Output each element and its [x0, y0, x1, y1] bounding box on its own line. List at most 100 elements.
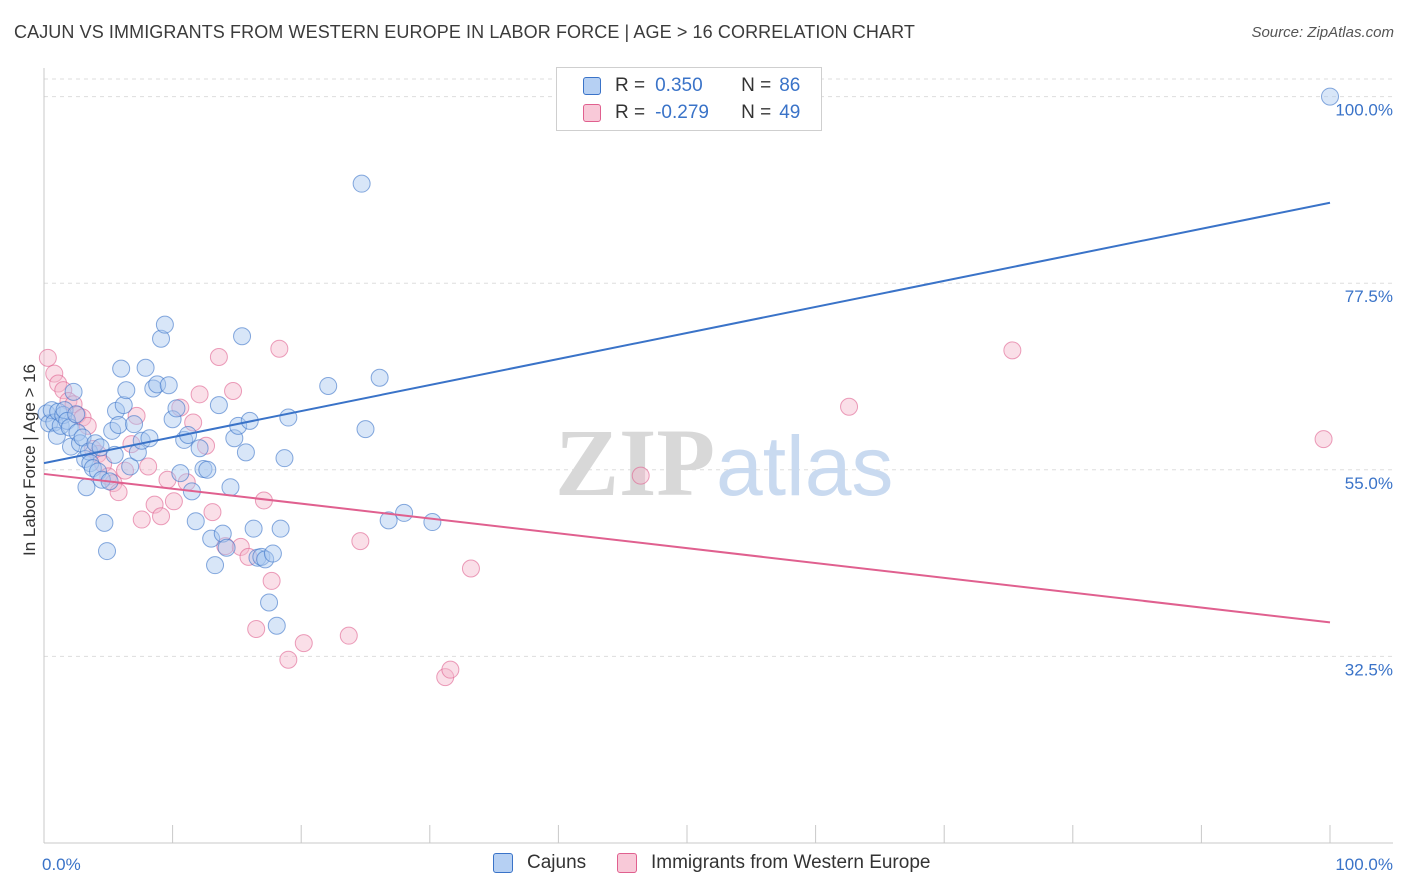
cajuns-point: [352, 174, 371, 193]
cajuns-point: [55, 401, 74, 420]
y-tick-label: 77.5%: [1345, 287, 1393, 306]
immigrants-point: [203, 503, 222, 522]
tick-labels: 32.5% 55.0% 77.5% 100.0% 0.0% 100.0%: [42, 101, 1393, 874]
legend-n-label: N =: [741, 75, 772, 96]
y-tick-label: 100.0%: [1335, 101, 1393, 120]
immigrants-point: [231, 537, 250, 556]
legend-r-value: 0.350: [655, 75, 703, 96]
cajuns-point: [271, 519, 290, 538]
cajuns-point: [275, 449, 294, 468]
legend-n-label: N =: [741, 102, 772, 123]
legend-r-label: R =: [615, 102, 646, 123]
cajuns-point: [209, 396, 228, 415]
cajuns-point: [49, 402, 68, 421]
immigrants-point: [132, 510, 151, 529]
cajuns-point: [370, 368, 389, 387]
immigrants-point: [270, 339, 289, 358]
cajuns-point: [159, 376, 178, 395]
cajuns-point: [1321, 87, 1339, 106]
immigrants-point: [294, 634, 313, 653]
cajuns-point: [379, 511, 398, 530]
cajuns-point: [121, 457, 140, 476]
cajuns-point: [190, 439, 209, 458]
immigrants-point: [351, 532, 370, 551]
cajuns-point: [152, 329, 171, 348]
cajuns-point: [260, 593, 279, 612]
trend-lines: [43, 201, 1331, 624]
immigrants-point: [78, 416, 97, 435]
legend-swatch-immigrants: [617, 853, 637, 873]
series-cajuns-points: [37, 87, 1339, 635]
cajuns-point: [64, 382, 83, 401]
immigrants-point: [247, 620, 266, 639]
cajuns-point: [109, 416, 128, 435]
cajuns-point: [319, 377, 338, 396]
legend-label-cajuns: Cajuns: [527, 852, 587, 873]
immigrants-point: [1003, 341, 1022, 360]
cajuns-point: [213, 524, 232, 543]
legend-r-label: R =: [615, 75, 646, 96]
immigrants-point: [279, 650, 298, 669]
cajuns-point: [186, 512, 205, 531]
immigrants-point: [145, 495, 164, 514]
cajuns-point: [221, 478, 240, 497]
legend-item-cajuns: Cajuns: [493, 852, 586, 874]
series-legend: Cajuns Immigrants from Western Europe: [0, 852, 1406, 878]
cajuns-point: [263, 544, 282, 563]
immigrants-point: [461, 559, 480, 578]
immigrants-trend-line: [43, 472, 1331, 624]
cajuns-point: [136, 358, 155, 377]
cajuns-trend-line: [43, 201, 1331, 465]
immigrants-point: [840, 397, 859, 416]
legend-n-value: 86: [779, 75, 801, 96]
x-tick-label: 100.0%: [1335, 855, 1393, 874]
chart-title: CAJUN VS IMMIGRANTS FROM WESTERN EUROPE …: [14, 22, 915, 42]
cajuns-point: [167, 399, 186, 418]
immigrants-point: [1314, 430, 1333, 449]
y-axis-label: In Labor Force | Age > 16: [20, 363, 39, 557]
cajuns-point: [233, 327, 252, 346]
immigrants-point: [139, 457, 158, 476]
cajuns-point: [236, 443, 255, 462]
cajuns-point: [217, 538, 236, 557]
immigrants-point: [339, 626, 358, 645]
cajuns-point: [117, 381, 136, 400]
cajuns-point: [267, 616, 286, 635]
legend-r-value: -0.279: [655, 102, 709, 123]
cajuns-point: [198, 460, 217, 479]
cajuns-point: [47, 426, 66, 445]
cajuns-point: [244, 519, 263, 538]
legend-row-immigrants: R = -0.279 N = 49: [583, 101, 800, 125]
source-label: Source: ZipAtlas.com: [1251, 24, 1394, 41]
gridlines: [44, 78, 1393, 657]
cajuns-point: [98, 542, 117, 561]
immigrants-point: [441, 660, 460, 679]
immigrants-point: [190, 385, 209, 404]
cajuns-point: [140, 429, 159, 448]
legend-swatch-pink: [583, 104, 601, 122]
x-tick-label: 0.0%: [42, 855, 81, 874]
cajuns-point: [77, 478, 96, 497]
legend-swatch-cajuns: [493, 853, 513, 873]
legend-item-immigrants: Immigrants from Western Europe: [617, 852, 930, 874]
cajuns-point: [125, 415, 144, 434]
axes: [43, 68, 1393, 844]
immigrants-point: [38, 348, 57, 367]
y-tick-label: 32.5%: [1345, 660, 1393, 679]
cajuns-point: [395, 503, 414, 522]
watermark: ZIP atlas: [555, 409, 893, 516]
watermark-zip: ZIP: [555, 409, 715, 516]
cajuns-point: [206, 556, 225, 575]
cajuns-point: [171, 464, 190, 483]
cajuns-point: [155, 315, 174, 334]
immigrants-point: [152, 507, 171, 526]
legend-swatch-blue: [583, 77, 601, 95]
y-tick-label: 55.0%: [1345, 474, 1393, 493]
cajuns-point: [202, 529, 221, 548]
immigrants-point: [209, 348, 228, 367]
cajuns-point: [356, 420, 375, 439]
immigrants-point: [45, 364, 64, 383]
cajuns-point: [114, 396, 133, 415]
cajuns-point: [423, 513, 442, 532]
